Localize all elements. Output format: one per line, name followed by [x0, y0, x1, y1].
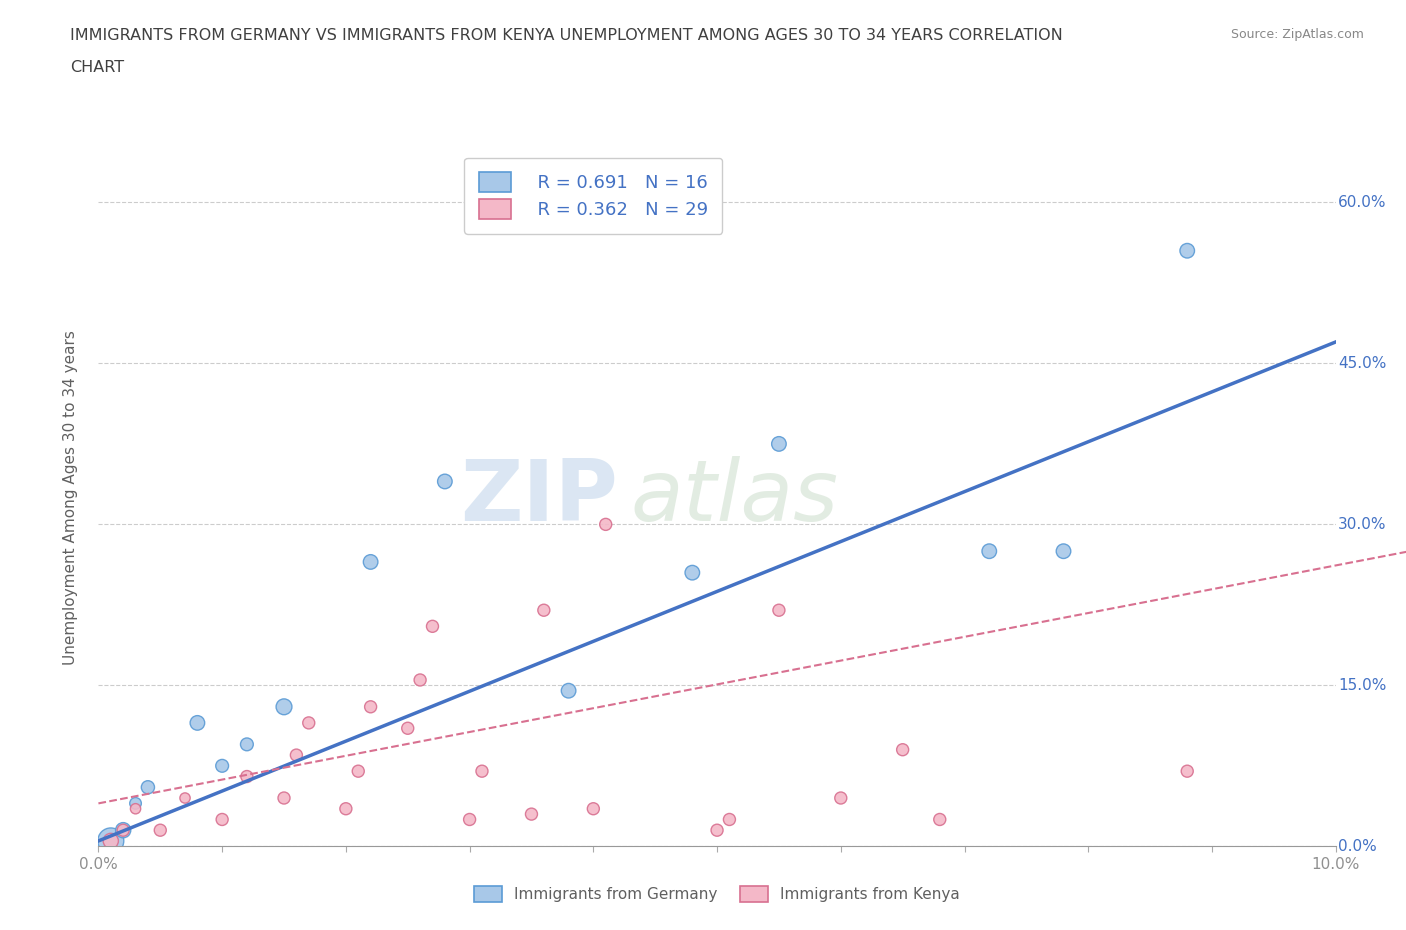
Point: [433, 474, 456, 489]
Point: [285, 748, 308, 763]
Point: [298, 715, 321, 730]
Text: 0.0%: 0.0%: [1339, 839, 1376, 854]
Point: [1175, 244, 1198, 259]
Point: [768, 436, 790, 451]
Point: [768, 603, 790, 618]
Point: [595, 517, 617, 532]
Point: [979, 544, 1001, 559]
Y-axis label: Unemployment Among Ages 30 to 34 years: Unemployment Among Ages 30 to 34 years: [63, 330, 77, 665]
Point: [681, 565, 703, 580]
Point: [409, 672, 432, 687]
Point: [520, 806, 543, 821]
Point: [124, 796, 146, 811]
Point: [533, 603, 555, 618]
Text: CHART: CHART: [70, 60, 124, 75]
Point: [211, 758, 233, 773]
Point: [1175, 764, 1198, 778]
Point: [149, 823, 172, 838]
Point: [236, 769, 259, 784]
Text: 15.0%: 15.0%: [1339, 678, 1386, 693]
Point: [830, 790, 852, 805]
Point: [928, 812, 950, 827]
Point: [891, 742, 914, 757]
Point: [706, 823, 728, 838]
Text: IMMIGRANTS FROM GERMANY VS IMMIGRANTS FROM KENYA UNEMPLOYMENT AMONG AGES 30 TO 3: IMMIGRANTS FROM GERMANY VS IMMIGRANTS FR…: [70, 28, 1063, 43]
Point: [396, 721, 419, 736]
Legend: Immigrants from Germany, Immigrants from Kenya: Immigrants from Germany, Immigrants from…: [468, 880, 966, 909]
Point: [557, 684, 579, 698]
Point: [458, 812, 481, 827]
Point: [174, 790, 197, 805]
Text: ZIP: ZIP: [460, 456, 619, 539]
Point: [100, 833, 122, 848]
Point: [1052, 544, 1074, 559]
Text: 45.0%: 45.0%: [1339, 356, 1386, 371]
Point: [335, 802, 357, 817]
Point: [100, 833, 122, 848]
Point: [347, 764, 370, 778]
Point: [236, 737, 259, 751]
Text: Source: ZipAtlas.com: Source: ZipAtlas.com: [1230, 28, 1364, 41]
Point: [360, 699, 382, 714]
Point: [273, 790, 295, 805]
Text: 30.0%: 30.0%: [1339, 517, 1386, 532]
Point: [471, 764, 494, 778]
Point: [422, 618, 444, 633]
Point: [136, 780, 159, 795]
Point: [186, 715, 208, 730]
Point: [582, 802, 605, 817]
Point: [211, 812, 233, 827]
Point: [112, 823, 135, 838]
Point: [718, 812, 741, 827]
Point: [112, 823, 135, 838]
Text: 60.0%: 60.0%: [1339, 195, 1386, 210]
Text: atlas: atlas: [630, 456, 838, 539]
Point: [124, 802, 146, 817]
Point: [360, 554, 382, 569]
Point: [273, 699, 295, 714]
